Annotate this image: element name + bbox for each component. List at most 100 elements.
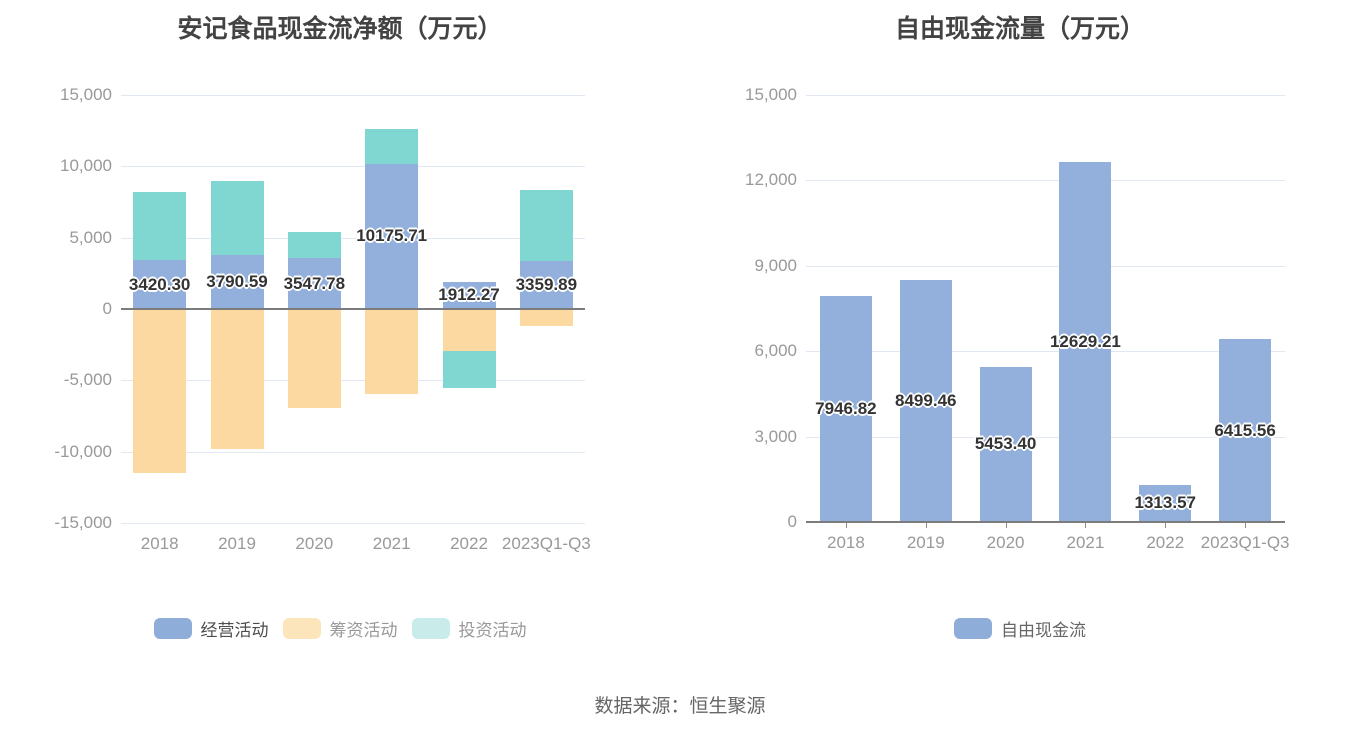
y-axis-tick-label: 9,000 [754, 255, 797, 275]
bar-financing-activities-2022[interactable] [442, 309, 496, 351]
legend-swatch-icon [282, 617, 321, 639]
x-axis-label: 2020 [986, 533, 1025, 552]
x-axis-label: 2022 [1146, 533, 1185, 552]
bar-investing-activities-2019[interactable] [210, 181, 264, 255]
legend-swatch-icon [153, 617, 192, 639]
bar-investing-activities-2020[interactable] [287, 231, 341, 259]
bar-value-label: 12629.21 [1049, 332, 1121, 352]
bar-financing-activities-2018[interactable] [133, 309, 187, 474]
y-axis-tick-label: -5,000 [63, 370, 112, 390]
data-source-caption: 数据来源：恒生聚源 [594, 696, 766, 717]
bar-operating-activities-2019[interactable] [210, 254, 264, 309]
left-chart-title: 安记食品现金流净额（万元） [177, 15, 503, 43]
bar-value-label: 7946.82 [815, 398, 877, 418]
bar-free-cash-flow-2020[interactable] [979, 366, 1032, 522]
bar-value-label: 3420.30 [128, 274, 191, 294]
y-axis-tick-label: 12,000 [745, 170, 797, 190]
x-axis-label: 2020 [295, 534, 334, 553]
legend-item-investing-activities[interactable]: 投资活动 [411, 616, 527, 641]
bar-value-label: 5453.40 [974, 434, 1037, 454]
x-axis-tick [1085, 522, 1087, 528]
bar-financing-activities-2020[interactable] [287, 309, 341, 409]
gridline [806, 95, 1285, 96]
legend-label: 筹资活动 [329, 620, 398, 640]
legend-item-financing-activities[interactable]: 筹资活动 [282, 616, 398, 641]
bar-investing-activities-2023Q1-Q3[interactable] [519, 190, 573, 262]
gridline [121, 380, 585, 382]
legend-label: 经营活动 [200, 620, 269, 640]
y-axis-tick-label: -15,000 [54, 513, 112, 532]
gridline [121, 451, 585, 453]
y-axis-tick-label: 5,000 [69, 227, 112, 247]
bar-operating-activities-2021[interactable] [365, 163, 419, 309]
legend-swatch-icon [954, 617, 992, 639]
x-axis-tick [1245, 522, 1247, 528]
legend-item-operating-activities[interactable]: 经营活动 [153, 616, 269, 641]
y-axis-tick-label: 0 [102, 299, 112, 318]
bar-value-label: 8499.46 [895, 391, 957, 411]
gridline [806, 265, 1285, 267]
y-axis-tick-label: 0 [787, 512, 797, 531]
bar-operating-activities-2022[interactable] [442, 281, 496, 309]
y-axis-tick-label: -10,000 [54, 441, 112, 461]
x-axis-tick [845, 522, 847, 528]
y-axis-tick-label: 15,000 [745, 85, 797, 104]
x-axis-label: 2019 [906, 533, 945, 552]
x-axis-tick [1005, 522, 1007, 528]
y-axis-tick-label: 10,000 [60, 156, 112, 176]
legend-label: 投资活动 [458, 620, 527, 640]
x-axis-label: 2022 [450, 534, 488, 553]
bar-free-cash-flow-2018[interactable] [819, 295, 872, 522]
bar-financing-activities-2019[interactable] [210, 309, 264, 449]
x-axis-label: 2023Q1-Q3 [501, 534, 591, 553]
gridline [806, 436, 1285, 438]
right-chart-plot-area: 0 3,000 6,000 9,000 12,000 15,000 2018 2019 2020… [745, 85, 1290, 552]
bar-free-cash-flow-2019[interactable] [899, 280, 952, 522]
y-axis-tick-label: 3,000 [754, 426, 797, 446]
bar-value-label: 3547.78 [283, 273, 346, 293]
bar-operating-activities-2018[interactable] [133, 260, 187, 309]
bar-value-label: 1912.27 [438, 285, 500, 305]
bar-investing-activities-2018[interactable] [133, 192, 187, 261]
x-axis-line [121, 308, 585, 310]
x-axis-label: 2018 [826, 533, 865, 552]
cash-flow-net-chart: 安记食品现金流净额（万元） -15,000 -10,000 -5,000 0 5,000… [0, 0, 680, 680]
gridline [121, 237, 585, 239]
bar-financing-activities-2021[interactable] [365, 309, 419, 394]
free-cash-flow-chart: 自由现金流量（万元） 0 3,000 6,000 9,000 12,000 15,000 2… [680, 0, 1360, 680]
gridline [121, 523, 585, 524]
gridline [121, 166, 585, 168]
bar-investing-activities-2022[interactable] [442, 350, 496, 389]
bar-value-label: 3359.89 [515, 275, 578, 295]
x-axis-label: 2021 [372, 534, 411, 553]
bar-value-label: 10175.71 [356, 226, 428, 246]
gridline [806, 180, 1285, 182]
x-axis-label: 2021 [1066, 533, 1105, 552]
bar-investing-activities-2021[interactable] [365, 128, 419, 164]
bar-operating-activities-2023Q1-Q3[interactable] [519, 261, 573, 309]
x-axis-tick [925, 522, 927, 528]
bar-free-cash-flow-2021[interactable] [1059, 162, 1112, 522]
x-axis-line [806, 521, 1285, 523]
left-chart-plot-area: -15,000 -10,000 -5,000 0 5,000 10,000 15,000 20… [54, 85, 590, 553]
y-axis-tick-label: 15,000 [60, 85, 112, 104]
bar-value-label: 3790.59 [206, 271, 268, 291]
legend-swatch-icon [411, 617, 450, 639]
bar-free-cash-flow-2022[interactable] [1139, 484, 1192, 522]
gridline [121, 95, 585, 96]
bar-value-label: 6415.56 [1214, 420, 1276, 440]
x-axis-label: 2019 [218, 534, 256, 553]
right-chart-title: 自由现金流量（万元） [894, 15, 1145, 43]
bar-value-label: 1313.57 [1134, 493, 1196, 513]
x-axis-tick [1165, 522, 1167, 528]
bar-free-cash-flow-2023Q1-Q3[interactable] [1219, 339, 1272, 522]
right-chart-legend: 自由现金流 [680, 616, 1360, 640]
gridline [806, 351, 1285, 353]
y-axis-tick-label: 6,000 [754, 341, 797, 361]
legend-item-free-cash-flow[interactable]: 自由现金流 [954, 616, 1086, 641]
bar-operating-activities-2020[interactable] [287, 258, 341, 309]
bar-financing-activities-2023Q1-Q3[interactable] [519, 309, 573, 326]
legend-label: 自由现金流 [1001, 620, 1086, 640]
left-chart-legend: 经营活动 筹资活动 投资活动 [0, 616, 680, 640]
